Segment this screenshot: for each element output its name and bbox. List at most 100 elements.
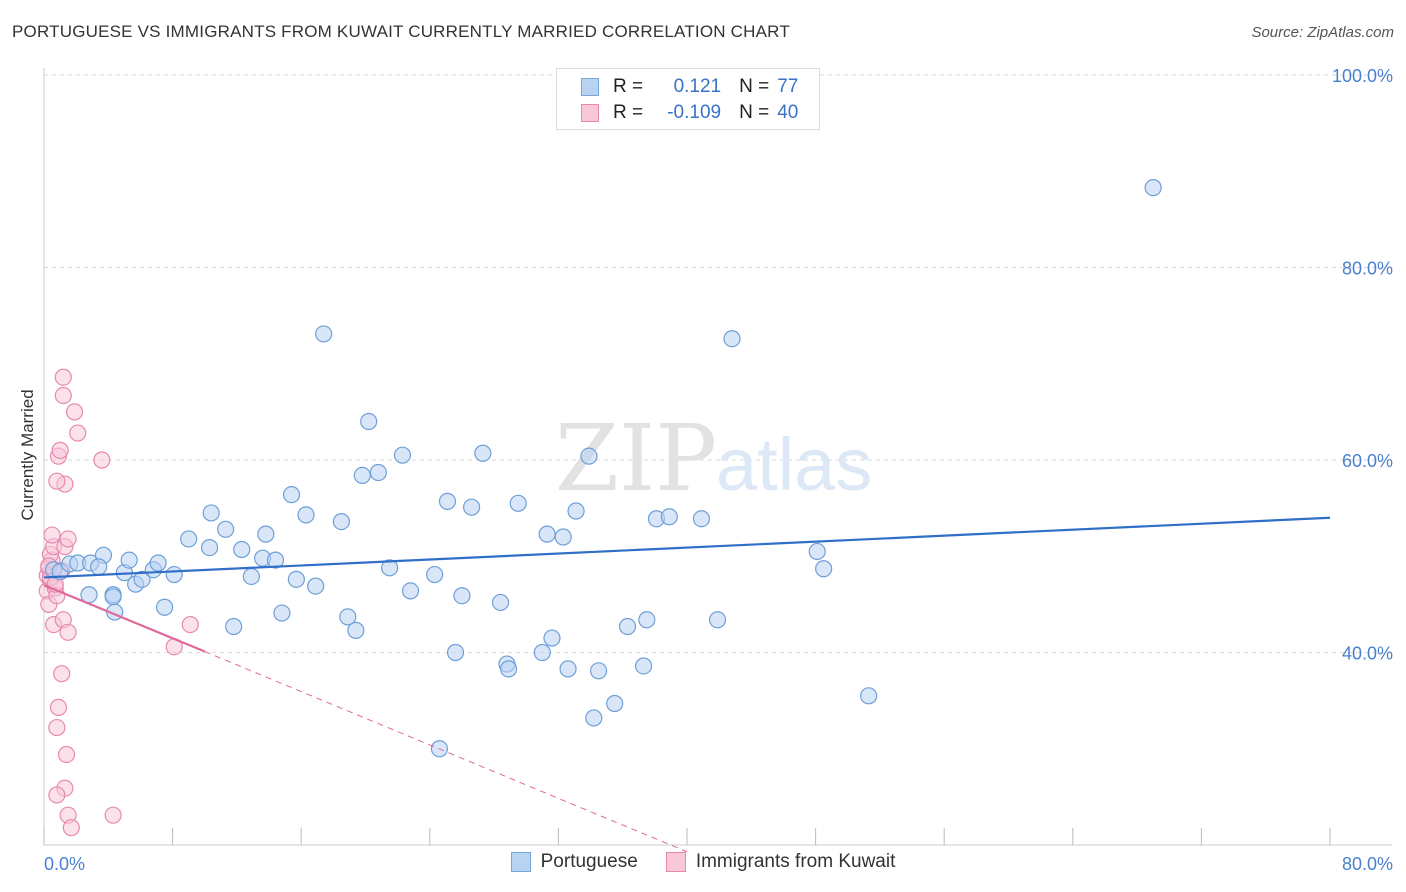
tick-labels: 40.0% 60.0% 80.0% 100.0% 0.0% 80.0% (43, 66, 1393, 874)
kuwait-point (59, 623, 77, 641)
kuwait-point (48, 786, 66, 804)
kuwait-point (49, 698, 68, 716)
portuguese-point (257, 525, 275, 543)
portuguese-point (120, 551, 138, 569)
portuguese-point (339, 608, 357, 626)
portuguese-point (180, 530, 198, 548)
kuwait-point (93, 451, 111, 469)
portuguese-point (217, 520, 235, 538)
portuguese-point (580, 447, 598, 465)
portuguese-point (149, 554, 167, 572)
kuwait-trend-line (43, 584, 206, 653)
portuguese-point (133, 570, 151, 588)
portuguese-point (453, 587, 471, 605)
portuguese-point (233, 540, 251, 559)
portuguese-point (618, 617, 637, 636)
portuguese-point (307, 577, 325, 595)
portuguese-point (543, 629, 561, 647)
y-tick-label: 60.0% (1342, 451, 1393, 471)
kuwait-point (51, 441, 69, 459)
kuwait-point (54, 386, 72, 405)
legend-item-kuwait: Immigrants from Kuwait (665, 851, 895, 873)
gridlines (44, 74, 1392, 653)
portuguese-trend-line (43, 516, 1331, 579)
trend-lines (43, 516, 1331, 853)
portuguese-point (634, 657, 653, 675)
kuwait-point (48, 472, 66, 490)
portuguese-point (606, 694, 624, 713)
portuguese-point (273, 604, 291, 622)
kuwait-point (62, 819, 80, 837)
portuguese-point (585, 709, 603, 727)
chart-title: PORTUGUESE VS IMMIGRANTS FROM KUWAIT CUR… (12, 22, 790, 41)
r-value: 0.121 (673, 76, 722, 97)
watermark-atlas: atlas (716, 423, 872, 506)
portuguese-point (104, 588, 122, 606)
x-tick-label: 80.0% (1342, 854, 1393, 874)
portuguese-point (360, 412, 378, 431)
r-label: R = (613, 76, 644, 97)
portuguese-point (499, 660, 518, 678)
portuguese-point (533, 643, 551, 662)
portuguese-point (815, 560, 833, 578)
portuguese-point (446, 643, 465, 662)
portuguese-point (282, 486, 301, 504)
portuguese-point (381, 559, 399, 577)
portuguese-point (692, 510, 711, 528)
r-value: -0.109 (667, 102, 722, 123)
kuwait-point (59, 530, 77, 548)
x-tick-label: 0.0% (44, 854, 85, 874)
portuguese-point (559, 660, 577, 678)
portuguese-point (538, 525, 556, 543)
legend-label: Portuguese (540, 851, 638, 872)
portuguese-points (45, 179, 1162, 758)
legend-row-portuguese: R = 0.121 N = 77 (581, 74, 798, 100)
portuguese-point (297, 506, 315, 524)
portuguese-point (155, 598, 174, 616)
n-label: N = (739, 76, 770, 97)
kuwait-point (43, 526, 61, 544)
kuwait-point (57, 745, 76, 764)
n-value: 40 (777, 102, 799, 123)
legend-row-kuwait: R = -0.109 N = 40 (581, 100, 798, 126)
portuguese-point (723, 330, 741, 348)
portuguese-point (660, 508, 678, 526)
correlation-legend: R = 0.121 N = 77 R = -0.109 N = 40 (556, 68, 820, 130)
portuguese-point (589, 662, 608, 680)
kuwait-point (104, 806, 122, 824)
portuguese-point (393, 446, 412, 464)
portuguese-point (287, 570, 305, 588)
portuguese-point (491, 593, 510, 612)
r-label: R = (613, 102, 644, 123)
portuguese-point (369, 463, 387, 482)
kuwait-swatch (665, 852, 686, 872)
kuwait-point (53, 665, 71, 683)
portuguese-point (401, 582, 420, 600)
portuguese-swatch (581, 78, 599, 96)
portuguese-point (438, 492, 457, 510)
axes (43, 68, 1392, 846)
y-tick-label: 100.0% (1332, 66, 1393, 86)
kuwait-point (48, 718, 66, 737)
y-tick-label: 80.0% (1342, 259, 1393, 279)
portuguese-point (90, 558, 108, 576)
portuguese-point (266, 551, 285, 569)
portuguese-point (567, 502, 585, 520)
portuguese-point (808, 542, 826, 561)
portuguese-point (509, 494, 527, 512)
kuwait-point (181, 615, 199, 634)
n-label: N = (739, 102, 770, 123)
legend-item-portuguese: Portuguese (510, 851, 638, 873)
kuwait-point (54, 368, 72, 386)
portuguese-point (332, 512, 350, 531)
portuguese-point (860, 687, 878, 705)
portuguese-point (315, 325, 333, 343)
portuguese-point (1144, 179, 1162, 197)
portuguese-point (708, 611, 727, 629)
portuguese-point (242, 567, 260, 586)
portuguese-point (554, 528, 572, 546)
portuguese-point (638, 611, 656, 629)
kuwait-point (69, 424, 87, 442)
portuguese-point (202, 504, 220, 522)
